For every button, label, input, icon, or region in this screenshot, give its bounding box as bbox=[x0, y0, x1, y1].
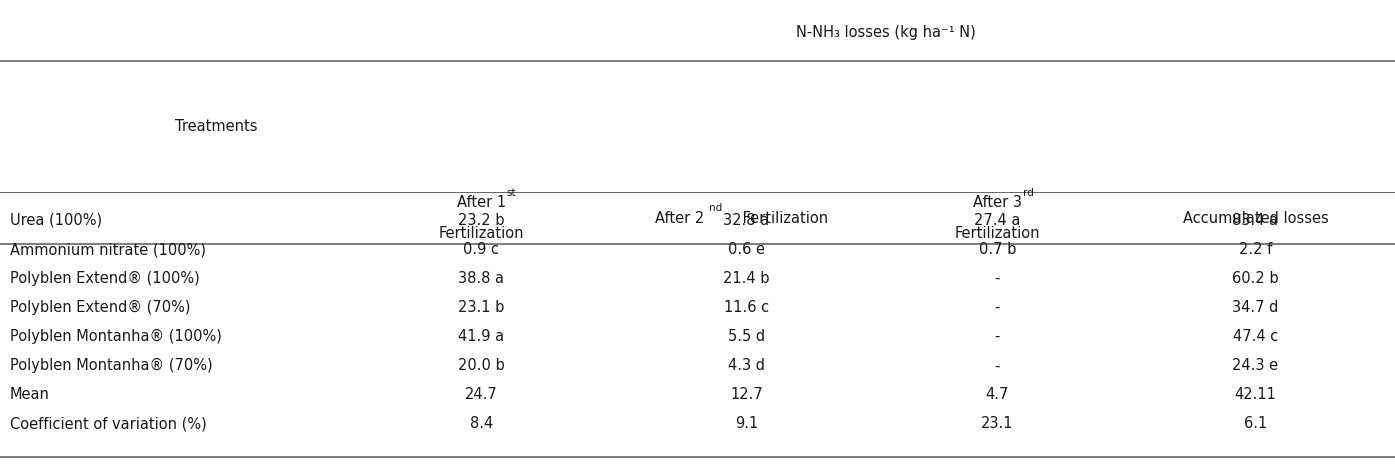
Text: Polyblen Montanha® (70%): Polyblen Montanha® (70%) bbox=[10, 358, 212, 373]
Text: 6.1: 6.1 bbox=[1244, 416, 1267, 431]
Text: nd: nd bbox=[710, 203, 723, 213]
Text: 5.5 d: 5.5 d bbox=[728, 329, 764, 344]
Text: Fertilization: Fertilization bbox=[954, 226, 1041, 241]
Text: 11.6 c: 11.6 c bbox=[724, 300, 769, 315]
Text: 4.7: 4.7 bbox=[986, 387, 1009, 402]
Text: 32.8 a: 32.8 a bbox=[723, 213, 770, 228]
Text: 0.6 e: 0.6 e bbox=[728, 242, 764, 257]
Text: 23.1: 23.1 bbox=[981, 416, 1014, 431]
Text: st: st bbox=[506, 188, 516, 197]
Text: Polyblen Montanha® (100%): Polyblen Montanha® (100%) bbox=[10, 329, 222, 344]
Text: 42.11: 42.11 bbox=[1235, 387, 1276, 402]
Text: Treatments: Treatments bbox=[174, 119, 258, 134]
Text: 41.9 a: 41.9 a bbox=[458, 329, 505, 344]
Text: -: - bbox=[995, 300, 1000, 315]
Text: 0.7 b: 0.7 b bbox=[979, 242, 1016, 257]
Text: Polyblen Extend® (100%): Polyblen Extend® (100%) bbox=[10, 271, 199, 286]
Text: -: - bbox=[995, 271, 1000, 286]
Text: 34.7 d: 34.7 d bbox=[1232, 300, 1279, 315]
Text: -: - bbox=[995, 358, 1000, 373]
Text: Accumulated losses: Accumulated losses bbox=[1183, 211, 1328, 226]
Text: Urea (100%): Urea (100%) bbox=[10, 213, 102, 228]
Text: 24.7: 24.7 bbox=[465, 387, 498, 402]
Text: Coefficient of variation (%): Coefficient of variation (%) bbox=[10, 416, 206, 431]
Text: 21.4 b: 21.4 b bbox=[723, 271, 770, 286]
Text: Polyblen Extend® (70%): Polyblen Extend® (70%) bbox=[10, 300, 190, 315]
Text: After 3: After 3 bbox=[972, 196, 1023, 210]
Text: After 1: After 1 bbox=[456, 196, 506, 210]
Text: 0.9 c: 0.9 c bbox=[463, 242, 499, 257]
Text: N-NH₃ losses (kg ha⁻¹ N): N-NH₃ losses (kg ha⁻¹ N) bbox=[797, 25, 975, 40]
Text: Fertilization: Fertilization bbox=[438, 226, 525, 241]
Text: 47.4 c: 47.4 c bbox=[1233, 329, 1278, 344]
Text: After 2: After 2 bbox=[654, 211, 704, 226]
Text: -: - bbox=[995, 329, 1000, 344]
Text: 2.2 f: 2.2 f bbox=[1239, 242, 1272, 257]
Text: rd: rd bbox=[1023, 188, 1034, 197]
Text: 23.2 b: 23.2 b bbox=[458, 213, 505, 228]
Text: 9.1: 9.1 bbox=[735, 416, 757, 431]
Text: 8.4: 8.4 bbox=[470, 416, 492, 431]
Text: 23.1 b: 23.1 b bbox=[458, 300, 505, 315]
Text: 20.0 b: 20.0 b bbox=[458, 358, 505, 373]
Text: 38.8 a: 38.8 a bbox=[459, 271, 504, 286]
Text: 60.2 b: 60.2 b bbox=[1232, 271, 1279, 286]
Text: Mean: Mean bbox=[10, 387, 50, 402]
Text: 12.7: 12.7 bbox=[730, 387, 763, 402]
Text: 27.4 a: 27.4 a bbox=[974, 213, 1021, 228]
Text: 24.3 e: 24.3 e bbox=[1232, 358, 1279, 373]
Text: 83.4 a: 83.4 a bbox=[1233, 213, 1278, 228]
Text: Fertilization: Fertilization bbox=[738, 211, 829, 226]
Text: 4.3 d: 4.3 d bbox=[728, 358, 764, 373]
Text: Ammonium nitrate (100%): Ammonium nitrate (100%) bbox=[10, 242, 206, 257]
